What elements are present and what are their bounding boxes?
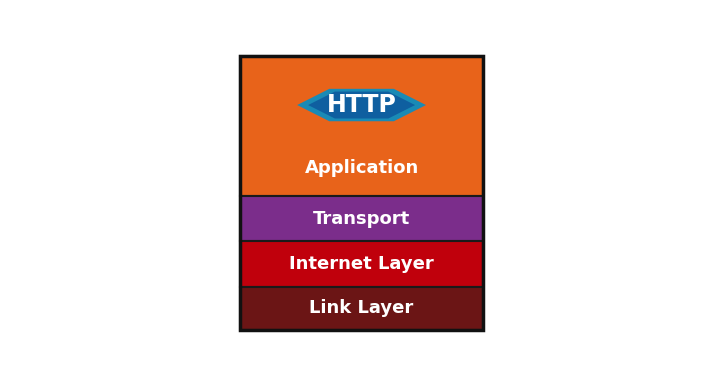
Polygon shape (297, 89, 426, 121)
Text: Transport: Transport (313, 210, 410, 228)
FancyBboxPatch shape (240, 287, 483, 330)
Polygon shape (308, 91, 415, 119)
FancyBboxPatch shape (240, 56, 483, 196)
FancyBboxPatch shape (240, 196, 483, 241)
Text: HTTP: HTTP (326, 93, 397, 117)
Text: Application: Application (304, 159, 419, 177)
FancyBboxPatch shape (240, 241, 483, 287)
Text: Internet Layer: Internet Layer (289, 255, 434, 273)
Text: Link Layer: Link Layer (309, 299, 414, 317)
